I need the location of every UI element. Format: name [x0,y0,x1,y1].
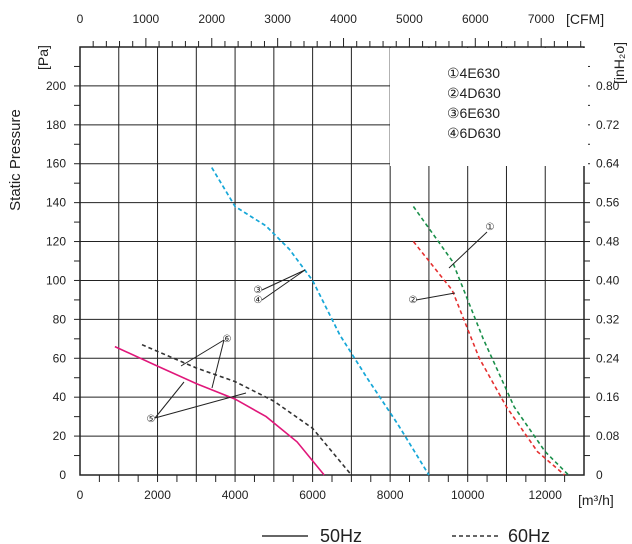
y-secondary-unit: [inH₂o] [611,42,627,84]
leader-60hz-b [211,339,225,389]
x-primary-tick-label: 8000 [377,488,404,502]
series-line-5 [141,343,353,476]
y-secondary-tick-label: 0.08 [596,429,620,443]
x-secondary-tick-label: 1000 [133,12,160,26]
x-secondary-unit: [CFM] [566,11,604,27]
x-primary-tick-label: 0 [77,488,84,502]
legend-entry-4: ④6D630 [447,125,501,141]
leader-6e630 [261,269,306,291]
y-secondary-tick-label: 0.64 [596,157,620,171]
y-secondary-tick-label: 0.72 [596,118,620,132]
x-secondary-tick-label: 4000 [330,12,357,26]
y-primary-label: Static Pressure [7,109,24,211]
y-secondary-tick-label: 0.40 [596,273,620,287]
x-secondary-tick-label: 7000 [528,12,555,26]
y-primary-tick-label: 200 [46,79,66,93]
x-primary-unit: [m³/h] [578,492,614,508]
y-primary-unit: [Pa] [35,45,51,70]
y-primary-tick-label: 60 [53,351,67,365]
y-secondary-tick-label: 0.80 [596,79,620,93]
series-line-2 [211,167,430,476]
x-primary-tick-label: 2000 [144,488,171,502]
x-secondary-tick-label: 6000 [462,12,489,26]
x-primary-tick-label: 10000 [451,488,485,502]
y-secondary-tick-label: 0.24 [596,351,620,365]
x-primary-tick-label: 6000 [299,488,326,502]
callout-label-6: ⑥ [223,334,232,345]
x-secondary-tick-label: 2000 [198,12,225,26]
y-secondary-tick-label: 0.48 [596,235,620,249]
y-primary-tick-label: 40 [53,390,67,404]
y-primary-tick-label: 180 [46,118,66,132]
leader-6d630 [261,269,306,301]
callout-label-5: ⑤ [147,414,156,425]
x-secondary-tick-label: 0 [77,12,84,26]
y-primary-tick-label: 140 [46,196,66,210]
y-primary-tick-label: 160 [46,157,66,171]
leader-4e630 [448,231,488,269]
leader-50hz-b [154,392,247,419]
legend-entry-1: ①4E630 [447,65,500,81]
legend-box [390,48,588,166]
y-primary-tick-label: 120 [46,235,66,249]
y-primary-tick-label: 0 [59,468,66,482]
y-primary-tick-label: 100 [46,273,66,287]
series-lines [114,167,570,476]
x-primary-tick-label: 4000 [222,488,249,502]
y-primary-tick-label: 80 [53,312,67,326]
callout-label-6e630: ③ [254,285,263,296]
line-key-50hz-label: 50Hz [320,526,362,544]
line-key-60hz-label: 60Hz [508,526,550,544]
y-secondary-tick-label: 0 [596,468,603,482]
y-secondary-tick-label: 0.32 [596,312,620,326]
series-line-1 [412,241,566,476]
x-secondary-tick-label: 3000 [264,12,291,26]
callout-label-2: ② [409,295,418,306]
callout-label-1: ① [486,222,495,233]
leader-50hz-a [154,381,185,419]
series-line-3 [211,167,430,476]
y-secondary-tick-label: 0.16 [596,390,620,404]
y-primary-tick-label: 20 [53,429,67,443]
legend-entry-2: ②4D630 [447,85,501,101]
series-line-4 [114,345,325,476]
x-secondary-tick-label: 5000 [396,12,423,26]
leader-4d630 [415,292,456,301]
y-secondary-tick-label: 0.56 [596,196,620,210]
leader-60hz-a [180,339,225,367]
x-primary-tick-label: 12000 [529,488,563,502]
callout-label-6d630: ④ [254,295,263,306]
legend-entry-3: ③6E630 [447,105,500,121]
callouts: ① ② ③④ ⑤ ⑥ [147,222,495,425]
